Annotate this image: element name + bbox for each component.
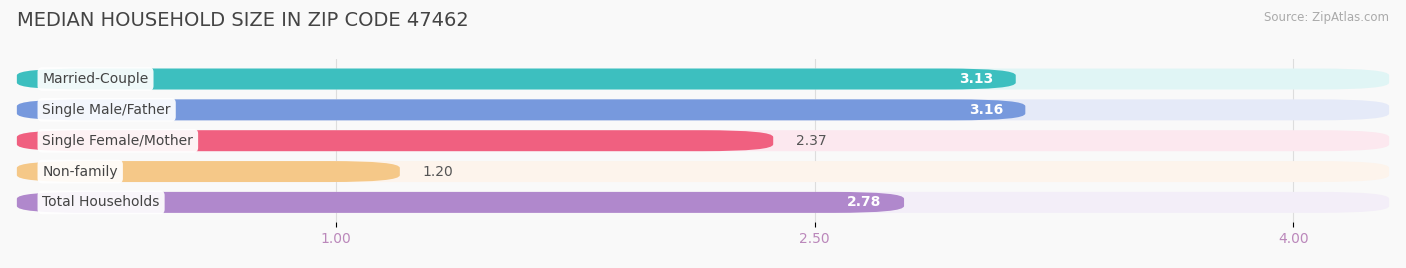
Text: 2.78: 2.78	[848, 195, 882, 209]
Text: Total Households: Total Households	[42, 195, 160, 209]
FancyBboxPatch shape	[17, 161, 399, 182]
Text: 1.20: 1.20	[422, 165, 453, 178]
FancyBboxPatch shape	[17, 130, 773, 151]
FancyBboxPatch shape	[17, 69, 1389, 90]
FancyBboxPatch shape	[17, 99, 1025, 120]
FancyBboxPatch shape	[17, 161, 1389, 182]
Text: Single Female/Mother: Single Female/Mother	[42, 134, 193, 148]
FancyBboxPatch shape	[17, 192, 1389, 213]
Text: Source: ZipAtlas.com: Source: ZipAtlas.com	[1264, 11, 1389, 24]
Text: Married-Couple: Married-Couple	[42, 72, 149, 86]
Text: MEDIAN HOUSEHOLD SIZE IN ZIP CODE 47462: MEDIAN HOUSEHOLD SIZE IN ZIP CODE 47462	[17, 11, 468, 30]
Text: 3.13: 3.13	[959, 72, 994, 86]
FancyBboxPatch shape	[17, 99, 1389, 120]
FancyBboxPatch shape	[17, 130, 1389, 151]
Text: 3.16: 3.16	[969, 103, 1002, 117]
Text: Non-family: Non-family	[42, 165, 118, 178]
FancyBboxPatch shape	[17, 69, 1015, 90]
Text: Single Male/Father: Single Male/Father	[42, 103, 172, 117]
Text: 2.37: 2.37	[796, 134, 827, 148]
FancyBboxPatch shape	[17, 192, 904, 213]
